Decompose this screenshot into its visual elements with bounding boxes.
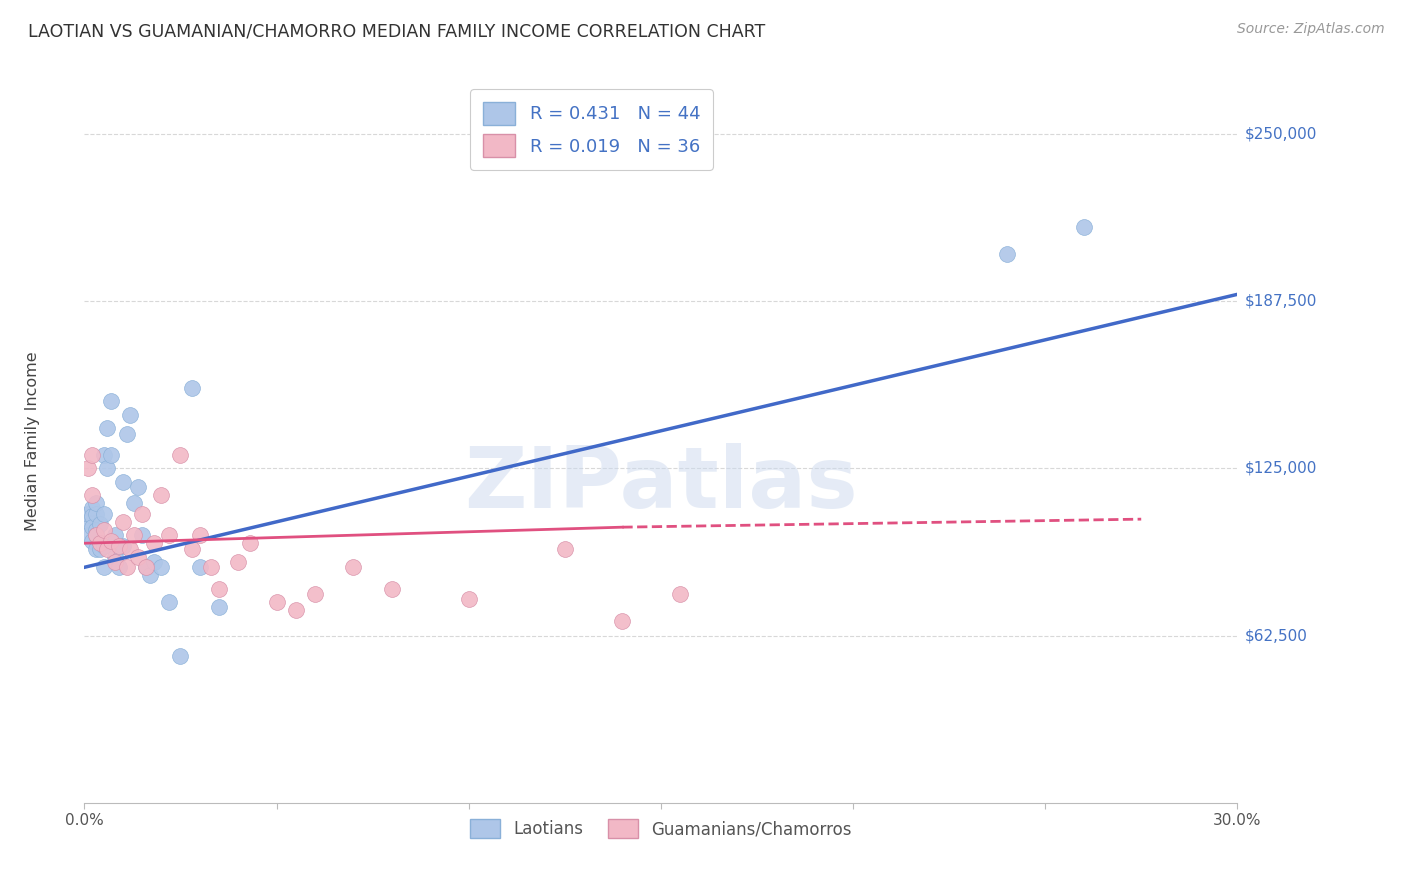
Point	[157, 528, 180, 542]
Point	[135, 560, 157, 574]
Text: Source: ZipAtlas.com: Source: ZipAtlas.com	[1237, 22, 1385, 37]
Point	[93, 507, 115, 521]
Point	[995, 247, 1018, 261]
Point	[181, 381, 204, 395]
Point	[124, 496, 146, 510]
Text: $62,500: $62,500	[1244, 628, 1308, 643]
Point	[135, 560, 157, 574]
Point	[84, 496, 107, 510]
Point	[93, 539, 115, 553]
Point	[84, 541, 107, 556]
Point	[80, 509, 103, 524]
Point	[84, 528, 107, 542]
Point	[266, 595, 288, 609]
Point	[100, 533, 122, 548]
Point	[111, 515, 134, 529]
Point	[124, 528, 146, 542]
Point	[115, 560, 138, 574]
Point	[208, 600, 231, 615]
Point	[77, 461, 100, 475]
Point	[96, 461, 118, 475]
Point	[80, 533, 103, 548]
Point	[169, 448, 191, 462]
Point	[84, 507, 107, 521]
Point	[127, 549, 149, 564]
Point	[342, 560, 364, 574]
Point	[208, 582, 231, 596]
Point	[138, 568, 160, 582]
Point	[120, 408, 142, 422]
Point	[89, 541, 111, 556]
Point	[554, 541, 576, 556]
Point	[1073, 220, 1095, 235]
Text: $125,000: $125,000	[1244, 461, 1317, 475]
Text: $250,000: $250,000	[1244, 127, 1317, 141]
Point	[84, 523, 107, 537]
Point	[115, 426, 138, 441]
Point	[120, 541, 142, 556]
Point	[77, 515, 100, 529]
Point	[142, 536, 165, 550]
Text: ZIPatlas: ZIPatlas	[464, 443, 858, 526]
Point	[80, 448, 103, 462]
Point	[100, 394, 122, 409]
Point	[80, 488, 103, 502]
Point	[77, 507, 100, 521]
Point	[381, 582, 404, 596]
Point	[89, 536, 111, 550]
Point	[84, 528, 107, 542]
Point	[226, 555, 249, 569]
Point	[150, 488, 173, 502]
Point	[89, 536, 111, 550]
Point	[284, 603, 307, 617]
Point	[104, 555, 127, 569]
Point	[80, 501, 103, 516]
Point	[169, 648, 191, 663]
Point	[200, 560, 222, 574]
Point	[89, 517, 111, 532]
Point	[188, 528, 211, 542]
Point	[93, 448, 115, 462]
Point	[181, 541, 204, 556]
Text: LAOTIAN VS GUAMANIAN/CHAMORRO MEDIAN FAMILY INCOME CORRELATION CHART: LAOTIAN VS GUAMANIAN/CHAMORRO MEDIAN FAM…	[28, 22, 765, 40]
Point	[111, 475, 134, 489]
Text: Median Family Income: Median Family Income	[25, 351, 39, 532]
Point	[157, 595, 180, 609]
Legend: Laotians, Guamanians/Chamorros: Laotians, Guamanians/Chamorros	[463, 813, 859, 845]
Point	[188, 560, 211, 574]
Point	[93, 523, 115, 537]
Point	[77, 528, 100, 542]
Point	[612, 614, 634, 628]
Point	[80, 520, 103, 534]
Point	[93, 560, 115, 574]
Point	[239, 536, 262, 550]
Point	[96, 421, 118, 435]
Point	[150, 560, 173, 574]
Point	[304, 587, 326, 601]
Point	[131, 528, 153, 542]
Point	[96, 541, 118, 556]
Point	[142, 555, 165, 569]
Point	[669, 587, 692, 601]
Point	[457, 592, 479, 607]
Point	[127, 480, 149, 494]
Point	[104, 549, 127, 564]
Point	[104, 528, 127, 542]
Point	[111, 539, 134, 553]
Point	[100, 448, 122, 462]
Point	[108, 539, 131, 553]
Text: $187,500: $187,500	[1244, 293, 1317, 309]
Point	[108, 560, 131, 574]
Point	[131, 507, 153, 521]
